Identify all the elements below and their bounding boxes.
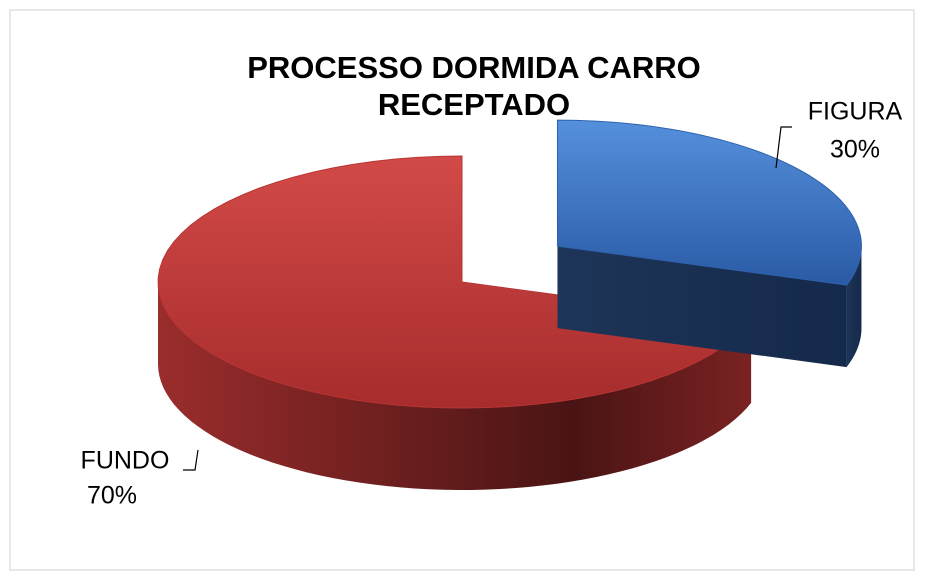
leader-line — [775, 126, 792, 169]
slice — [157, 155, 753, 409]
leader-line — [183, 449, 199, 471]
chart-title: PROCESSO DORMIDA CARRO RECEPTADO — [247, 50, 701, 122]
slice-label: FUNDO — [81, 447, 170, 475]
slice-side — [158, 282, 752, 490]
slice-side — [846, 246, 862, 368]
slice-value-label: 30% — [830, 136, 880, 164]
slice — [556, 119, 862, 286]
slice-value-label: 70% — [87, 482, 137, 510]
slice-side — [557, 246, 847, 368]
slice-label: FIGURA — [808, 98, 903, 126]
